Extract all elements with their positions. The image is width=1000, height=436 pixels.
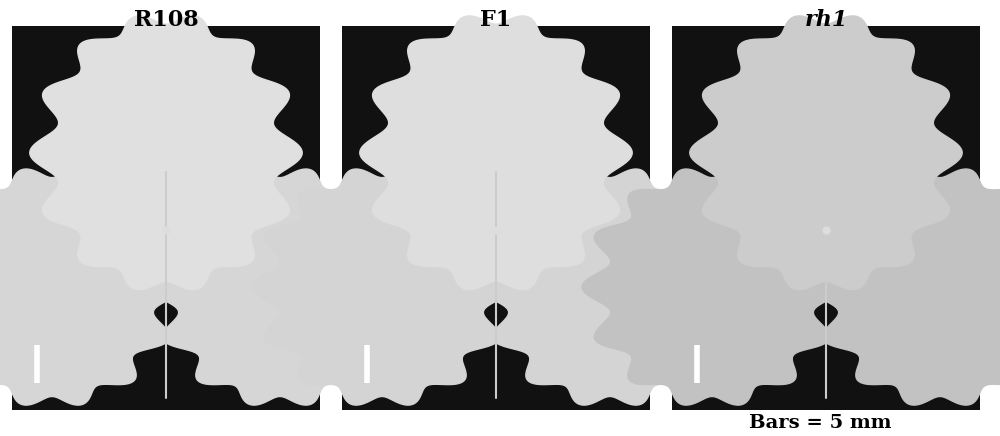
Polygon shape: [582, 169, 842, 405]
Polygon shape: [252, 169, 512, 405]
Text: rh1: rh1: [804, 9, 848, 31]
Polygon shape: [150, 169, 410, 405]
Text: F1: F1: [480, 9, 512, 31]
Polygon shape: [810, 169, 1000, 405]
Text: R108: R108: [134, 9, 198, 31]
Bar: [672, 26, 980, 410]
Polygon shape: [30, 16, 302, 290]
Polygon shape: [690, 16, 962, 290]
Text: Bars = 5 mm: Bars = 5 mm: [749, 414, 891, 432]
Bar: [12, 26, 320, 410]
Polygon shape: [480, 169, 740, 405]
Polygon shape: [0, 169, 182, 405]
Polygon shape: [360, 16, 632, 290]
Bar: [342, 26, 650, 410]
